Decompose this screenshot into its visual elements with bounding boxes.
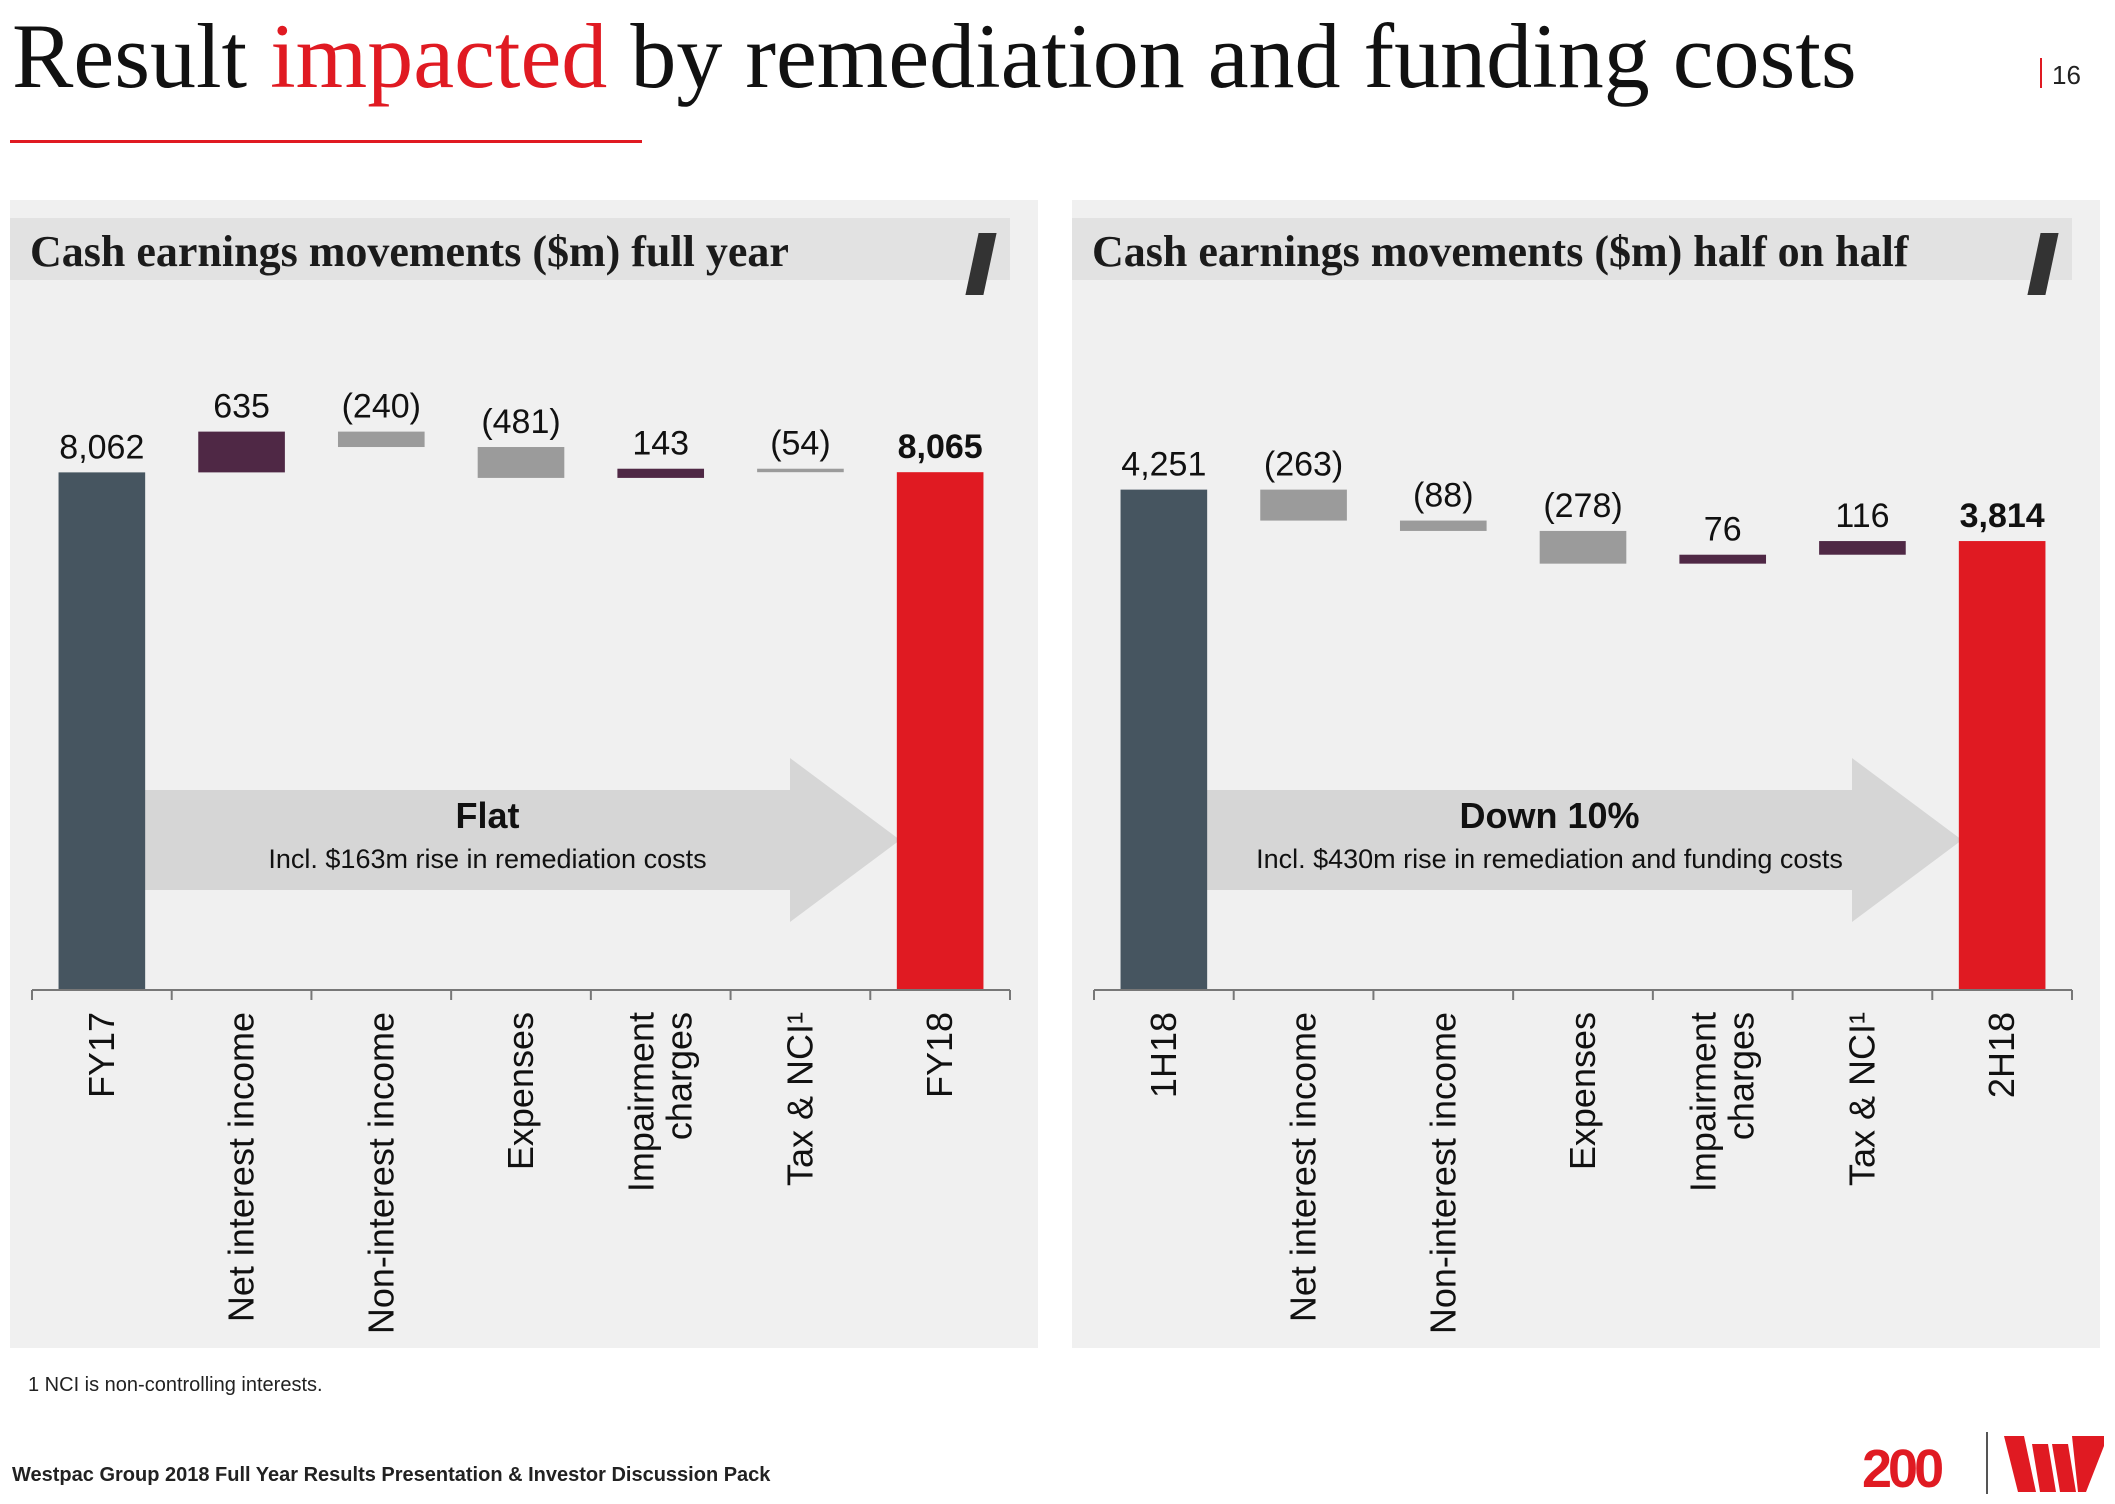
data-label-tax-nci: 116 bbox=[1835, 497, 1889, 535]
westpac-logo-icon bbox=[2004, 1436, 2104, 1492]
panel-half-on-half: Cash earnings movements ($m) half on hal… bbox=[1072, 200, 2100, 1348]
panel-full-year: Cash earnings movements ($m) full year F… bbox=[10, 200, 1038, 1348]
bar-expenses bbox=[477, 447, 565, 478]
bar-fy18 bbox=[896, 472, 984, 991]
bar-fy17 bbox=[58, 472, 146, 991]
data-label-net-interest-income: 635 bbox=[213, 388, 270, 426]
tick-label-expenses: Expenses bbox=[1562, 1012, 1603, 1170]
bar-net-interest-income bbox=[1260, 489, 1347, 521]
tick-label-non-interest-income: Non-interest income bbox=[360, 1012, 401, 1334]
panel-heading-bar: Cash earnings movements ($m) full year bbox=[10, 218, 1010, 295]
tick-label-net-interest-income: Net interest income bbox=[1283, 1012, 1324, 1322]
tick-label-2h18: 2H18 bbox=[1981, 1012, 2022, 1098]
bar-tax-nci bbox=[757, 468, 844, 473]
panel-heading: Cash earnings movements ($m) half on hal… bbox=[1092, 227, 1909, 276]
tick-label-expenses: Expenses bbox=[500, 1012, 541, 1170]
data-label-2h18: 3,814 bbox=[1960, 497, 2045, 535]
panel-heading: Cash earnings movements ($m) full year bbox=[30, 227, 789, 276]
bar-impairment-charges bbox=[1679, 554, 1767, 564]
bar-impairment-charges bbox=[617, 468, 705, 478]
panel-heading-bar: Cash earnings movements ($m) half on hal… bbox=[1072, 218, 2072, 295]
data-label-non-interest-income: (88) bbox=[1413, 477, 1473, 515]
tick-label-1h18: 1H18 bbox=[1143, 1012, 1184, 1098]
arrow-title: Flat bbox=[455, 795, 519, 836]
arrow-subtitle: Incl. $163m rise in remediation costs bbox=[268, 844, 706, 874]
data-label-tax-nci: (54) bbox=[770, 425, 830, 463]
tick-label-non-interest-income: Non-interest income bbox=[1422, 1012, 1463, 1334]
bar-non-interest-income bbox=[1399, 520, 1487, 531]
page-number-divider bbox=[2040, 58, 2042, 88]
data-label-fy18: 8,065 bbox=[898, 428, 983, 466]
bar-2h18 bbox=[1958, 541, 2046, 990]
arrow-title: Down 10% bbox=[1459, 795, 1639, 836]
anniversary-logo: 200 bbox=[1862, 1439, 1944, 1499]
title-part-2: by remediation and funding costs bbox=[607, 5, 1857, 107]
tick-label-fy17: FY17 bbox=[81, 1012, 122, 1098]
tick-label-fy18: FY18 bbox=[919, 1012, 960, 1098]
title-underline bbox=[10, 140, 642, 143]
arrow-subtitle: Incl. $430m rise in remediation and fund… bbox=[1256, 844, 1843, 874]
tick-label-impairment-charges: charges bbox=[659, 1012, 700, 1140]
tick-label-tax-nci: Tax & NCI¹ bbox=[1841, 1012, 1882, 1186]
bar-non-interest-income bbox=[337, 431, 425, 448]
waterfall-chart-full-year: Flat Incl. $163m rise in remediation cost… bbox=[31, 388, 1011, 1334]
title-part-1: Result bbox=[12, 5, 271, 107]
data-label-fy17: 8,062 bbox=[59, 428, 144, 466]
bar-tax-nci bbox=[1819, 541, 1906, 555]
tick-label-impairment-charges: Impairment bbox=[621, 1012, 662, 1192]
page-title: Result impacted by remediation and fundi… bbox=[12, 0, 1857, 112]
tick-label-impairment-charges: charges bbox=[1721, 1012, 1762, 1140]
bar-1h18 bbox=[1120, 489, 1208, 990]
tick-label-net-interest-income: Net interest income bbox=[221, 1012, 262, 1322]
page-number: 16 bbox=[2052, 60, 2081, 90]
data-label-non-interest-income: (240) bbox=[342, 388, 421, 426]
waterfall-chart-half-on-half: Down 10% Incl. $430m rise in remediation … bbox=[1093, 446, 2073, 1334]
data-label-net-interest-income: (263) bbox=[1264, 446, 1343, 484]
footer-text: Westpac Group 2018 Full Year Results Pre… bbox=[12, 1464, 771, 1486]
tick-label-tax-nci: Tax & NCI¹ bbox=[779, 1012, 820, 1186]
title-accent: impacted bbox=[270, 5, 608, 107]
data-label-expenses: (278) bbox=[1543, 487, 1622, 525]
bar-expenses bbox=[1539, 530, 1627, 564]
trend-arrow bbox=[1207, 758, 1962, 922]
data-label-impairment-charges: 143 bbox=[632, 425, 689, 463]
data-label-impairment-charges: 76 bbox=[1704, 511, 1742, 549]
data-label-expenses: (481) bbox=[481, 403, 560, 441]
bar-net-interest-income bbox=[198, 431, 285, 473]
footnote: 1 NCI is non-controlling interests. bbox=[28, 1374, 323, 1396]
trend-arrow bbox=[145, 758, 900, 922]
logo-divider bbox=[1986, 1432, 1988, 1494]
tick-label-impairment-charges: Impairment bbox=[1683, 1012, 1724, 1192]
data-label-1h18: 4,251 bbox=[1121, 446, 1206, 484]
